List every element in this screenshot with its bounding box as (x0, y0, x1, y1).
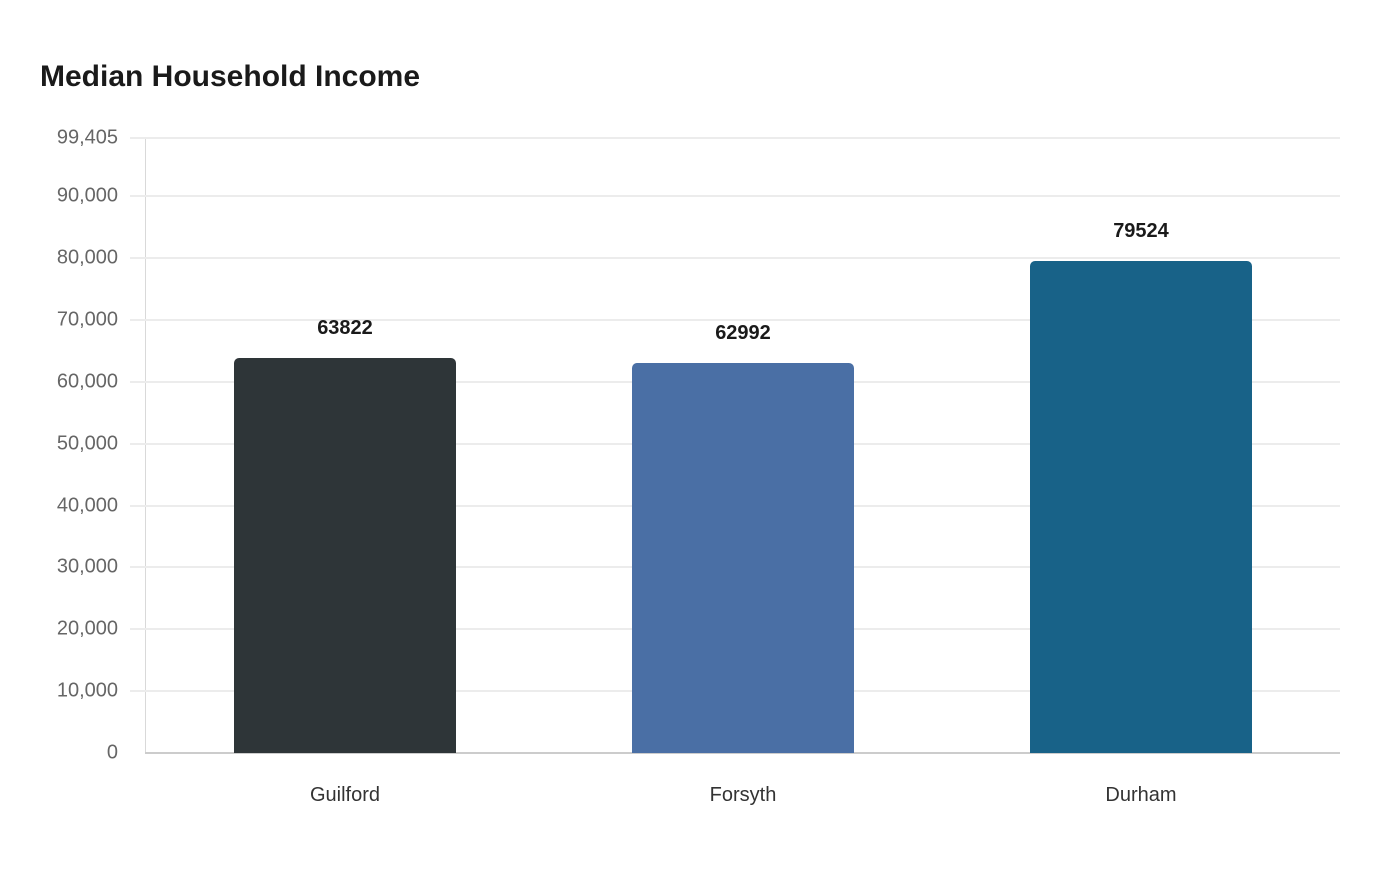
data-label: 63822 (317, 317, 373, 340)
data-label: 62992 (715, 322, 771, 345)
y-axis-line (145, 138, 146, 754)
x-tick-label: Guilford (309, 784, 381, 806)
x-axis-line (145, 752, 1340, 754)
y-tick-label: 10,000 (56, 679, 118, 702)
gridline (130, 318, 1340, 321)
gridline (130, 137, 1340, 139)
chart-title: Median Household Income (40, 60, 421, 93)
y-tick-label: 60,000 (56, 370, 118, 393)
y-tick-label: 0 (106, 741, 118, 764)
y-tick-label: 40,000 (56, 494, 118, 517)
gridline (130, 195, 1340, 198)
bar-guilford[interactable] (234, 358, 456, 753)
y-tick-label: 99,405 (56, 126, 118, 149)
y-tick-label: 70,000 (56, 308, 118, 331)
bar-durham[interactable] (1030, 261, 1252, 753)
y-tick-label: 30,000 (56, 555, 118, 578)
x-tick-label: Durham (1105, 784, 1177, 806)
gridline (130, 257, 1340, 260)
data-label: 79524 (1113, 220, 1169, 242)
y-tick-label: 50,000 (56, 432, 118, 455)
y-tick-label: 90,000 (56, 184, 118, 207)
y-tick-label: 80,000 (56, 246, 118, 269)
y-tick-label: 20,000 (56, 617, 118, 640)
x-tick-label: Forsyth (709, 784, 777, 806)
bar-forsyth[interactable] (632, 363, 854, 753)
